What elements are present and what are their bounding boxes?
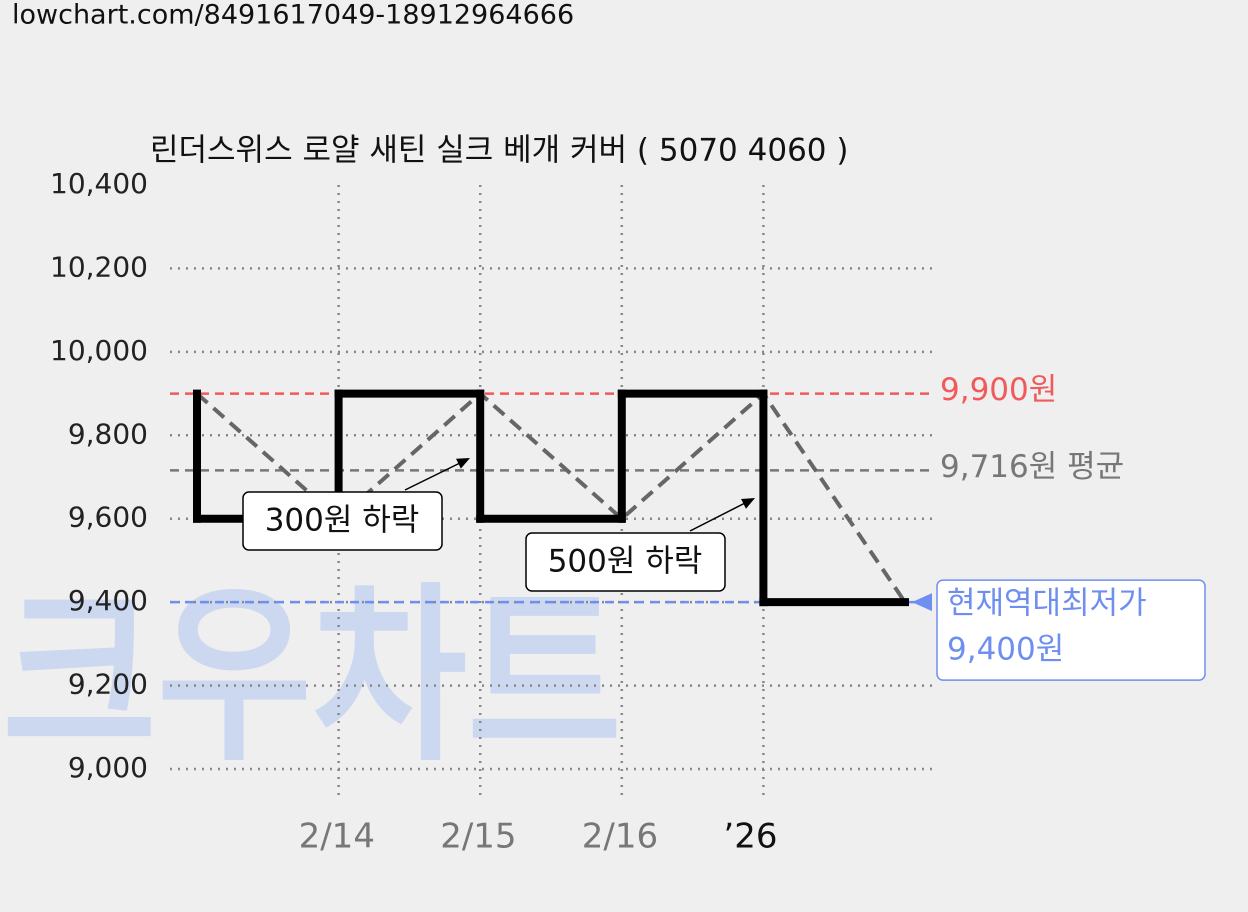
y-tick-label: 9,000 (68, 751, 148, 784)
x-tick-label: 2/16 (582, 817, 658, 857)
label-box (936, 579, 1206, 681)
x-tick-label: 2/15 (440, 817, 516, 857)
reference-label: 9,400원 (947, 632, 1064, 668)
reference-label: 9,716원 평균 (940, 449, 1124, 485)
pointer (912, 593, 932, 612)
chart-title: 린더스위스 로얄 새틴 실크 베개 커버 ( 5070 4060 ) (150, 133, 848, 169)
y-tick-label: 10,200 (50, 250, 148, 283)
y-tick-label: 10,000 (50, 334, 148, 367)
url: lowchart.com/8491617049-18912964666 (12, 0, 574, 31)
annotation: 300원 하락 (265, 503, 420, 539)
y-tick-label: 9,800 (68, 417, 148, 450)
annotation: 500원 하락 (548, 544, 703, 580)
reference-label: 9,900원 (940, 372, 1057, 408)
y-tick-label: 9,400 (68, 584, 148, 617)
y-tick-label: 9,600 (68, 501, 148, 534)
arrow-line (689, 501, 748, 532)
reference-label: 현재역대최저가 (947, 586, 1147, 622)
x-tick-label: ’26 (723, 817, 777, 857)
arrow-line (404, 461, 463, 491)
arrow-head (741, 498, 755, 509)
x-tick-label: 2/14 (299, 817, 375, 857)
y-tick-label: 10,400 (50, 167, 148, 200)
annotation-box (242, 491, 443, 551)
arrow-head (456, 458, 470, 469)
annotation-box (525, 532, 726, 592)
y-tick-label: 9,200 (68, 668, 148, 701)
